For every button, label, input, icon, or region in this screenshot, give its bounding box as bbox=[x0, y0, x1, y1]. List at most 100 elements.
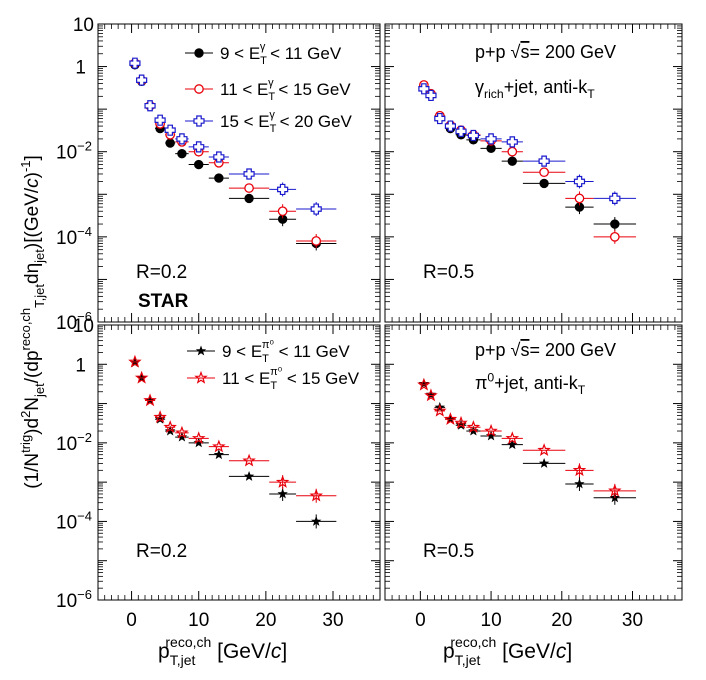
data-point bbox=[214, 173, 224, 183]
data-point bbox=[136, 74, 148, 86]
series-1 bbox=[419, 80, 637, 244]
data-point bbox=[243, 470, 255, 481]
star-label: STAR bbox=[138, 291, 189, 312]
data-point bbox=[310, 203, 322, 215]
title-line1: p+p √s= 200 GeV bbox=[475, 340, 616, 360]
data-point bbox=[309, 488, 323, 502]
data-point bbox=[154, 114, 166, 126]
series-2 bbox=[129, 57, 337, 217]
data-point bbox=[153, 410, 167, 423]
data-point bbox=[505, 431, 520, 445]
data-point bbox=[194, 48, 204, 58]
y-tick-label: 10−2 bbox=[56, 139, 92, 164]
data-point bbox=[163, 420, 177, 433]
series-0 bbox=[419, 81, 637, 232]
data-point bbox=[164, 124, 176, 136]
data-point bbox=[275, 475, 290, 488]
data-point bbox=[434, 112, 446, 125]
x-axis-label-right: pT,jetreco,ch [GeV/c] bbox=[443, 634, 572, 668]
data-point bbox=[244, 193, 254, 204]
data-point bbox=[277, 183, 289, 196]
legend-label: 15 < ETγ < 20 GeV bbox=[220, 109, 353, 135]
data-point bbox=[144, 100, 156, 112]
series-2 bbox=[418, 83, 637, 206]
y-tick-label: 10−2 bbox=[56, 430, 92, 455]
panel-bottom-left: 10−6 10−4 10−2 1 10 0 10 20 30 R=0.2 9 < ETπ⁰ < 11… bbox=[56, 316, 381, 631]
data-point bbox=[213, 151, 225, 163]
radius-annotation: R=0.2 bbox=[136, 262, 187, 283]
data-point bbox=[485, 133, 497, 145]
data-point bbox=[507, 146, 518, 157]
data-point bbox=[507, 156, 517, 166]
data-point bbox=[213, 449, 225, 460]
radius-annotation: R=0.5 bbox=[423, 541, 474, 562]
title-line2: π0+jet, anti-kT bbox=[475, 370, 586, 397]
x-tick-label: 10 bbox=[188, 610, 209, 631]
data-point bbox=[134, 370, 149, 384]
data-point bbox=[573, 175, 586, 188]
x-tick-label: 30 bbox=[622, 610, 643, 631]
y-tick-label: 10−4 bbox=[56, 224, 92, 249]
y-tick-label: 1 bbox=[75, 58, 86, 79]
data-point bbox=[609, 232, 620, 242]
data-point bbox=[454, 415, 468, 429]
x-tick-label: 0 bbox=[126, 610, 137, 631]
data-point bbox=[194, 370, 208, 384]
panel-top-left: 10−6 10−4 10−2 1 10 R=0.2 9 < ETγ < 11 GeV 11 <… bbox=[56, 15, 381, 334]
title-line2: γrich+jet, anti-kT bbox=[475, 77, 595, 101]
data-point bbox=[212, 439, 226, 453]
data-point bbox=[468, 425, 479, 436]
data-point bbox=[609, 192, 621, 205]
x-tick-label: 20 bbox=[551, 610, 572, 631]
x-tick-label: 30 bbox=[322, 610, 343, 631]
y-tick-label: 10 bbox=[73, 15, 94, 36]
data-point bbox=[444, 120, 457, 132]
data-point bbox=[574, 478, 585, 489]
data-point bbox=[165, 138, 175, 148]
data-point bbox=[242, 453, 256, 467]
legend-label: 9 < ETγ < 11 GeV bbox=[220, 41, 342, 67]
y-tick-label: 1 bbox=[75, 355, 86, 376]
data-point bbox=[311, 236, 322, 246]
data-point bbox=[538, 155, 550, 167]
y-tick-label: 10−6 bbox=[56, 309, 92, 334]
data-point bbox=[425, 89, 437, 102]
data-point bbox=[425, 389, 437, 399]
data-point bbox=[537, 443, 551, 456]
data-point bbox=[164, 425, 176, 436]
series-1 bbox=[128, 354, 337, 503]
data-point bbox=[176, 133, 188, 145]
data-point bbox=[608, 483, 622, 497]
legend-label: 11 < ETγ < 15 GeV bbox=[220, 77, 351, 103]
data-point bbox=[572, 463, 587, 477]
x-axis-label-left: pT,jetreco,ch [GeV/c] bbox=[158, 634, 287, 668]
y-tick-label: 10−4 bbox=[56, 508, 92, 533]
data-point bbox=[128, 354, 142, 368]
x-tick-label: 10 bbox=[481, 610, 502, 631]
data-point bbox=[243, 168, 255, 180]
legend-label: 9 < ETπ⁰ < 11 GeV bbox=[222, 339, 350, 365]
data-point bbox=[467, 129, 479, 142]
data-point bbox=[539, 167, 549, 178]
data-point bbox=[443, 412, 458, 425]
data-point bbox=[455, 125, 467, 138]
data-point bbox=[193, 141, 205, 153]
panel-bottom-right: 0 10 20 30 R=0.5 p+p √s= 200 GeV π0+jet, anti-… bbox=[384, 324, 683, 631]
data-point bbox=[311, 515, 322, 526]
data-point bbox=[194, 159, 204, 170]
series-1 bbox=[417, 377, 637, 498]
data-point bbox=[484, 423, 498, 437]
series-0 bbox=[418, 378, 637, 505]
panel-top-right: R=0.5 p+p √s= 200 GeV γrich+jet, anti-kT bbox=[384, 23, 683, 323]
legend-label: 11 < ETπ⁰ < 15 GeV bbox=[222, 366, 360, 392]
data-point bbox=[506, 136, 518, 148]
title-line1: p+p √s= 200 GeV bbox=[475, 42, 616, 62]
data-point bbox=[424, 388, 438, 402]
data-point bbox=[175, 425, 189, 439]
y-tick-label: 10 bbox=[73, 316, 94, 337]
data-point bbox=[244, 183, 254, 193]
data-point bbox=[610, 219, 620, 229]
data-point bbox=[194, 84, 204, 94]
data-point bbox=[538, 457, 550, 468]
